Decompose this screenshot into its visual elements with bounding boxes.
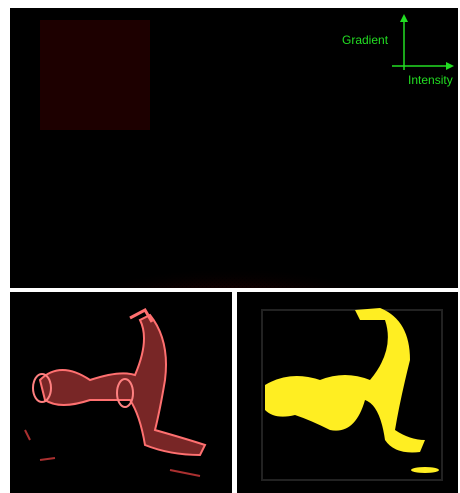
separator — [232, 290, 237, 493]
figure: Gradient Intensity — [0, 0, 460, 493]
volume-render-right — [237, 292, 458, 493]
volume-render-left — [10, 292, 232, 493]
y-axis-label: Gradient — [342, 33, 389, 47]
x-axis-label: Intensity — [408, 73, 453, 87]
